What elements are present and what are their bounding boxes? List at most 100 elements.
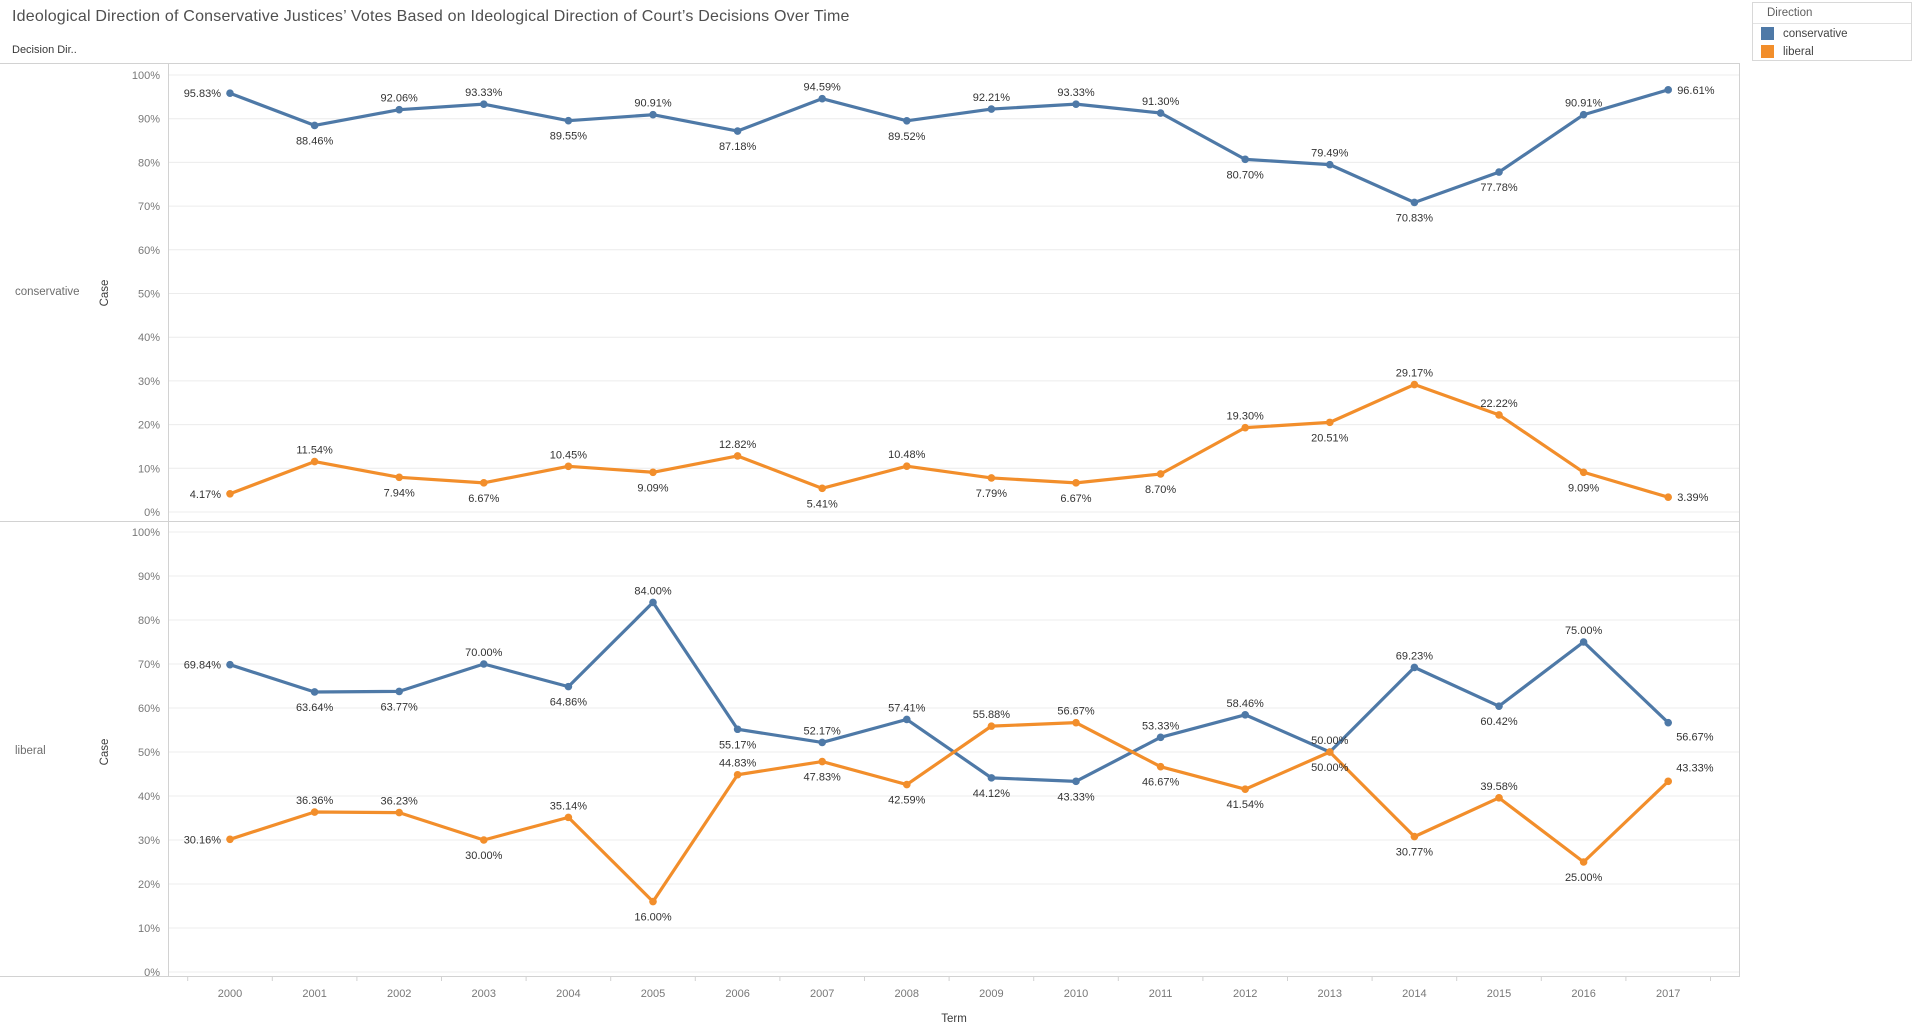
data-point-liberal[interactable] (1410, 380, 1419, 389)
data-point-conservative[interactable] (818, 94, 826, 103)
data-point-liberal[interactable] (1579, 468, 1588, 477)
data-point-liberal[interactable] (1664, 777, 1672, 786)
data-point-conservative[interactable] (1410, 198, 1419, 207)
data-point-conservative[interactable] (564, 116, 573, 125)
data-point-conservative[interactable] (903, 715, 911, 724)
legend-item-conservative[interactable]: conservative (1753, 24, 1911, 42)
data-point-conservative[interactable] (1664, 718, 1672, 727)
data-point-liberal[interactable] (1072, 479, 1080, 487)
data-label: 75.00% (1565, 625, 1603, 637)
data-point-liberal[interactable] (564, 813, 573, 822)
data-label: 84.00% (634, 585, 672, 597)
data-point-conservative[interactable] (480, 100, 488, 108)
y-tick-label: 20% (138, 879, 160, 891)
data-point-liberal[interactable] (987, 722, 996, 730)
data-point-liberal[interactable] (310, 457, 319, 466)
data-label: 22.22% (1480, 398, 1518, 410)
data-label: 57.41% (888, 702, 926, 714)
y-tick-label: 90% (138, 571, 160, 583)
data-point-conservative[interactable] (1495, 168, 1503, 176)
data-point-liberal[interactable] (1156, 762, 1165, 771)
data-point-conservative[interactable] (903, 116, 911, 125)
data-point-liberal[interactable] (1241, 785, 1249, 794)
data-point-liberal[interactable] (1495, 794, 1503, 802)
data-label: 90.91% (1565, 98, 1603, 110)
y-tick-label: 100% (132, 527, 160, 539)
data-point-conservative[interactable] (226, 660, 234, 669)
data-point-liberal[interactable] (987, 474, 996, 482)
data-point-conservative[interactable] (987, 774, 996, 782)
data-point-liberal[interactable] (1072, 718, 1080, 727)
data-point-liberal[interactable] (480, 479, 488, 487)
data-point-conservative[interactable] (733, 725, 742, 734)
data-point-conservative[interactable] (1156, 733, 1165, 742)
data-label: 36.23% (381, 796, 419, 808)
data-point-conservative[interactable] (1241, 155, 1249, 164)
y-tick-label: 0% (144, 967, 160, 979)
data-point-liberal[interactable] (226, 835, 234, 844)
data-point-liberal[interactable] (903, 462, 911, 471)
data-label: 7.79% (976, 488, 1007, 500)
data-point-liberal[interactable] (395, 473, 404, 482)
data-point-conservative[interactable] (987, 105, 996, 113)
data-point-liberal[interactable] (1579, 858, 1588, 866)
data-point-liberal[interactable] (649, 897, 657, 906)
data-point-conservative[interactable] (480, 660, 488, 668)
data-point-liberal[interactable] (395, 808, 404, 817)
data-point-liberal[interactable] (1495, 411, 1503, 419)
data-point-liberal[interactable] (1241, 423, 1249, 432)
data-point-conservative[interactable] (1410, 663, 1419, 672)
data-point-conservative[interactable] (1241, 710, 1249, 719)
data-point-liberal[interactable] (733, 770, 742, 779)
data-point-conservative[interactable] (310, 688, 319, 696)
data-point-conservative[interactable] (818, 738, 826, 747)
data-point-conservative[interactable] (1072, 777, 1080, 786)
data-point-conservative[interactable] (395, 105, 404, 114)
data-point-conservative[interactable] (1156, 109, 1165, 117)
data-point-liberal[interactable] (1326, 748, 1334, 756)
data-point-liberal[interactable] (1410, 832, 1419, 841)
data-point-conservative[interactable] (1579, 638, 1588, 646)
data-point-liberal[interactable] (649, 468, 657, 477)
data-label: 42.59% (888, 795, 926, 807)
data-point-liberal[interactable] (818, 757, 826, 766)
data-point-conservative[interactable] (1326, 160, 1334, 169)
data-point-liberal[interactable] (818, 484, 826, 493)
data-point-conservative[interactable] (649, 110, 657, 119)
x-tick-label: 2016 (1571, 988, 1595, 1000)
data-point-liberal[interactable] (564, 462, 573, 471)
data-point-conservative[interactable] (1072, 100, 1080, 108)
data-point-conservative[interactable] (564, 682, 573, 691)
data-point-liberal[interactable] (1326, 418, 1334, 427)
data-point-conservative[interactable] (1495, 702, 1503, 710)
data-point-liberal[interactable] (1156, 470, 1165, 478)
data-label: 89.52% (888, 131, 926, 143)
data-point-liberal[interactable] (1664, 493, 1672, 501)
data-label: 53.33% (1142, 720, 1180, 732)
data-point-conservative[interactable] (1664, 86, 1672, 94)
data-label: 8.70% (1145, 484, 1176, 496)
data-point-liberal[interactable] (480, 836, 488, 844)
data-point-conservative[interactable] (310, 121, 319, 130)
data-point-conservative[interactable] (733, 127, 742, 135)
data-point-liberal[interactable] (903, 780, 911, 789)
legend-item-liberal[interactable]: liberal (1753, 42, 1911, 60)
data-point-liberal[interactable] (226, 489, 234, 498)
data-point-conservative[interactable] (226, 89, 234, 98)
data-label: 90.91% (634, 98, 672, 110)
data-point-conservative[interactable] (395, 687, 404, 696)
x-tick-label: 2002 (387, 988, 411, 1000)
data-label: 30.16% (184, 834, 222, 846)
column-field-header: Decision Dir.. (12, 44, 77, 56)
data-label: 7.94% (384, 487, 415, 499)
data-point-liberal[interactable] (310, 808, 319, 816)
x-tick-label: 2015 (1487, 988, 1511, 1000)
data-label: 63.64% (296, 702, 334, 714)
data-point-liberal[interactable] (733, 452, 742, 460)
data-point-conservative[interactable] (1579, 110, 1588, 119)
data-label: 46.67% (1142, 777, 1180, 789)
data-point-conservative[interactable] (649, 598, 657, 607)
data-label: 44.83% (719, 758, 757, 770)
y-tick-label: 10% (138, 923, 160, 935)
